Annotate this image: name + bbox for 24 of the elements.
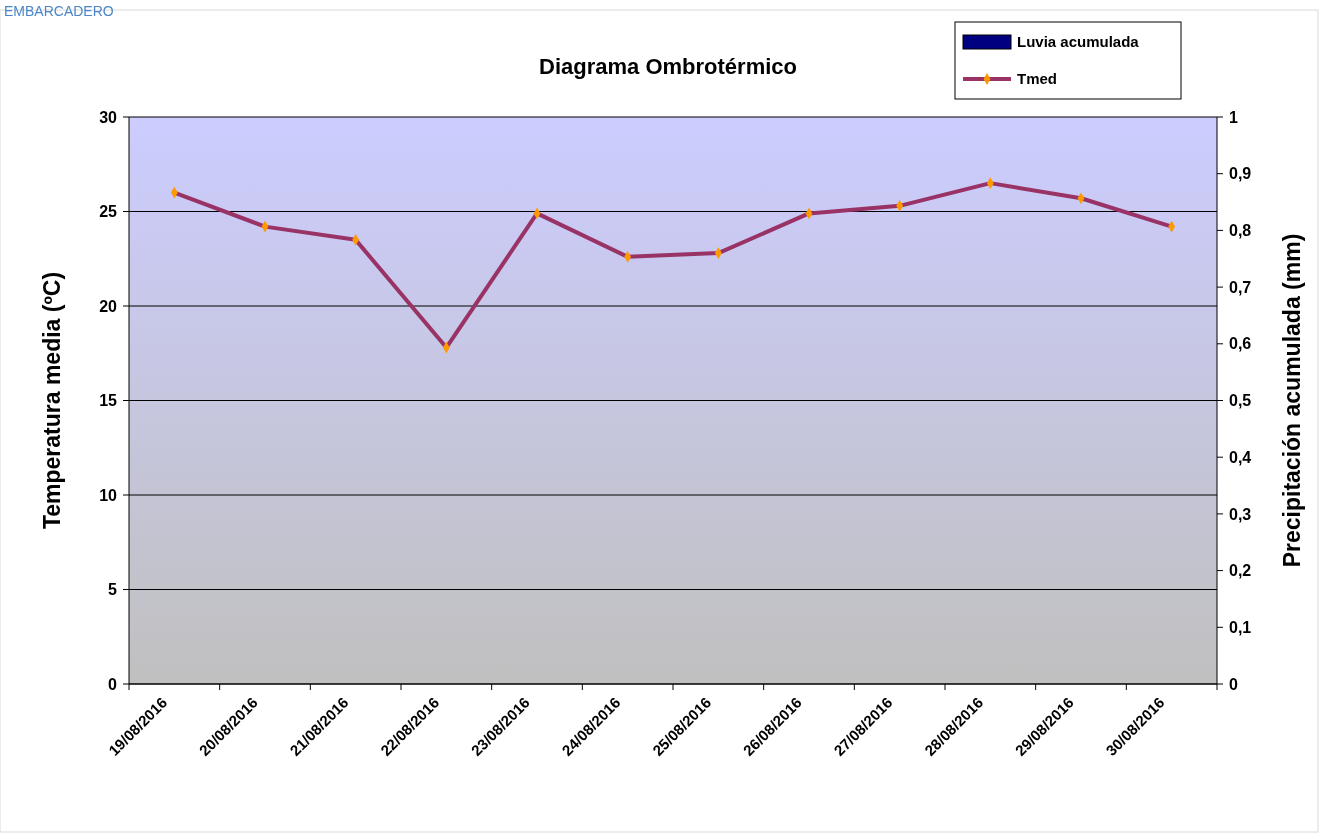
- y2-tick-label: 0,4: [1229, 448, 1252, 466]
- y-tick-label: 30: [99, 108, 118, 126]
- y-tick-label: 25: [99, 203, 118, 221]
- y2-tick-label: 0,6: [1229, 335, 1252, 353]
- text: EMBARCADERO: [4, 3, 114, 19]
- y2-tick-label: 0,2: [1229, 562, 1252, 580]
- y-tick-label: 15: [99, 392, 118, 410]
- y-tick-label: 5: [108, 581, 118, 599]
- y2-tick-label: 0,1: [1229, 618, 1252, 636]
- y-tick-label: 0: [108, 675, 118, 693]
- y2-tick-label: 0,7: [1229, 278, 1252, 296]
- y-tick-label: 20: [99, 297, 118, 315]
- y2-tick-label: 0,8: [1229, 222, 1252, 239]
- legend-label: Tmed: [1017, 70, 1058, 88]
- y-tick-label: 10: [99, 486, 118, 504]
- chart-title: Diagrama Ombrotérmico: [539, 54, 797, 79]
- y2-tick-label: 0,5: [1229, 392, 1252, 410]
- y2-tick-label: 0,3: [1229, 505, 1252, 523]
- y2-tick-label: 0,9: [1229, 165, 1252, 183]
- y2-axis-title: Precipitación acumulada (mm): [1279, 233, 1306, 568]
- y2-tick-label: 1: [1229, 108, 1238, 126]
- y-axis-title: Temperatura media (ºC): [39, 271, 66, 530]
- legend-label: Luvia acumulada: [1017, 33, 1140, 51]
- y2-tick-label: 0: [1229, 675, 1238, 693]
